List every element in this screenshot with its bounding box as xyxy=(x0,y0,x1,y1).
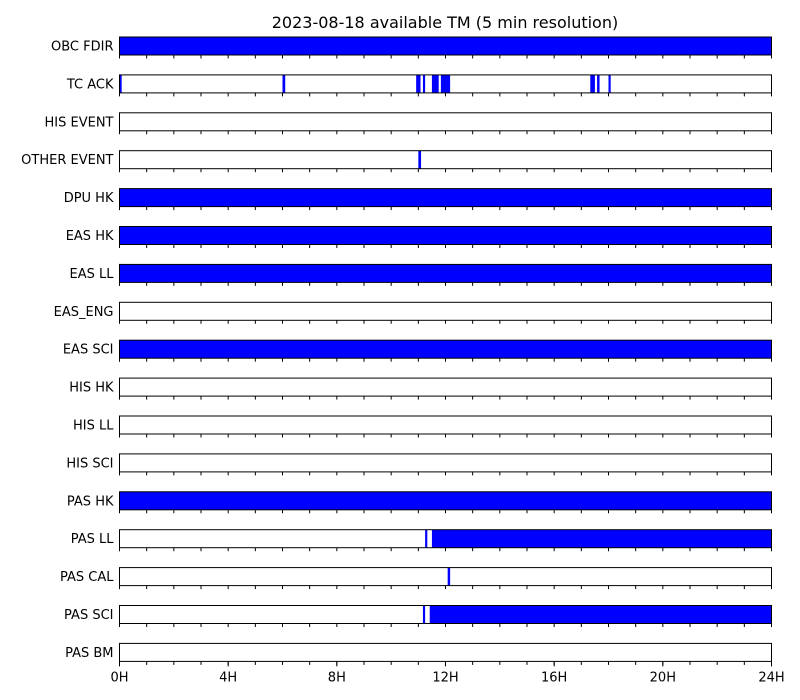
row-frame xyxy=(119,567,772,587)
chart-title: 2023-08-18 available TM (5 min resolutio… xyxy=(272,13,618,32)
availability-bar xyxy=(282,74,286,93)
row-frame xyxy=(119,642,772,662)
availability-bar xyxy=(425,529,428,548)
x-tick-label: 12H xyxy=(432,670,458,685)
rows-group: OBC FDIR TC ACK HIS EVENT OTHER EVENT DPU HK… xyxy=(21,36,772,665)
row-label: PAS HK xyxy=(67,494,114,509)
row-label: TC ACK xyxy=(66,77,114,92)
availability-bar xyxy=(119,74,122,93)
row-frame xyxy=(119,453,772,473)
availability-bar xyxy=(422,74,426,93)
row-label: PAS BM xyxy=(65,646,113,661)
x-tick-label: 24H xyxy=(758,670,784,685)
availability-bar xyxy=(431,529,772,548)
row-eas-hk: EAS HK xyxy=(66,226,772,248)
row-label: DPU HK xyxy=(64,191,114,206)
availability-bar xyxy=(440,74,451,93)
row-label: EAS LL xyxy=(70,267,115,282)
row-his-hk: HIS HK xyxy=(69,377,772,400)
row-other-event: OTHER EVENT xyxy=(21,150,772,173)
row-label: PAS LL xyxy=(71,532,115,547)
row-label: HIS SCI xyxy=(66,456,113,471)
row-obc-fdir: OBC FDIR xyxy=(51,36,772,59)
row-frame xyxy=(119,112,772,132)
row-label: EAS HK xyxy=(66,229,114,244)
row-eas-ll: EAS LL xyxy=(70,263,772,286)
row-his-sci: HIS SCI xyxy=(66,453,772,476)
row-label: HIS LL xyxy=(73,419,114,434)
availability-bar xyxy=(119,340,772,359)
row-pas-hk: PAS HK xyxy=(67,491,772,514)
row-frame xyxy=(119,150,772,170)
row-label: OTHER EVENT xyxy=(21,153,113,168)
row-pas-bm: PAS BM xyxy=(65,642,772,665)
row-eas-sci: EAS SCI xyxy=(63,339,772,362)
availability-bar xyxy=(597,74,600,93)
row-pas-cal: PAS CAL xyxy=(60,567,772,590)
row-label: EAS SCI xyxy=(63,343,114,358)
row-his-event: HIS EVENT xyxy=(45,112,772,135)
row-label: HIS HK xyxy=(69,381,114,396)
availability-bar xyxy=(590,74,595,93)
row-frame xyxy=(119,415,772,435)
row-frame xyxy=(119,377,772,397)
availability-bar xyxy=(418,150,422,169)
availability-bar xyxy=(431,74,439,93)
row-tc-ack: TC ACK xyxy=(66,74,772,97)
availability-bar xyxy=(422,605,426,624)
availability-bar xyxy=(119,188,772,207)
row-label: HIS EVENT xyxy=(45,115,114,130)
row-label: EAS_ENG xyxy=(54,305,114,320)
row-his-ll: HIS LL xyxy=(73,415,772,438)
x-axis: 0H 4H 8H 12H 16H 20H 24H xyxy=(110,661,785,685)
availability-bar xyxy=(447,567,451,586)
availability-bar xyxy=(416,74,421,93)
row-label: OBC FDIR xyxy=(51,40,114,55)
availability-bar xyxy=(608,74,611,93)
availability-bar xyxy=(119,264,772,283)
row-label: PAS SCI xyxy=(64,608,113,623)
availability-bar xyxy=(119,491,772,510)
availability-bar xyxy=(119,226,772,245)
row-pas-sci: PAS SCI xyxy=(64,605,772,627)
x-tick-label: 8H xyxy=(328,670,346,685)
x-tick-label: 16H xyxy=(541,670,567,685)
row-eas-eng: EAS_ENG xyxy=(54,301,772,324)
row-dpu-hk: DPU HK xyxy=(64,188,772,211)
row-frame xyxy=(119,301,772,321)
x-tick-label: 0H xyxy=(110,670,128,685)
availability-bar xyxy=(429,605,772,624)
row-label: PAS CAL xyxy=(60,570,114,585)
x-tick-label: 4H xyxy=(219,670,237,685)
row-pas-ll: PAS LL xyxy=(71,529,772,552)
x-tick-label: 20H xyxy=(650,670,676,685)
availability-bar xyxy=(119,37,772,55)
